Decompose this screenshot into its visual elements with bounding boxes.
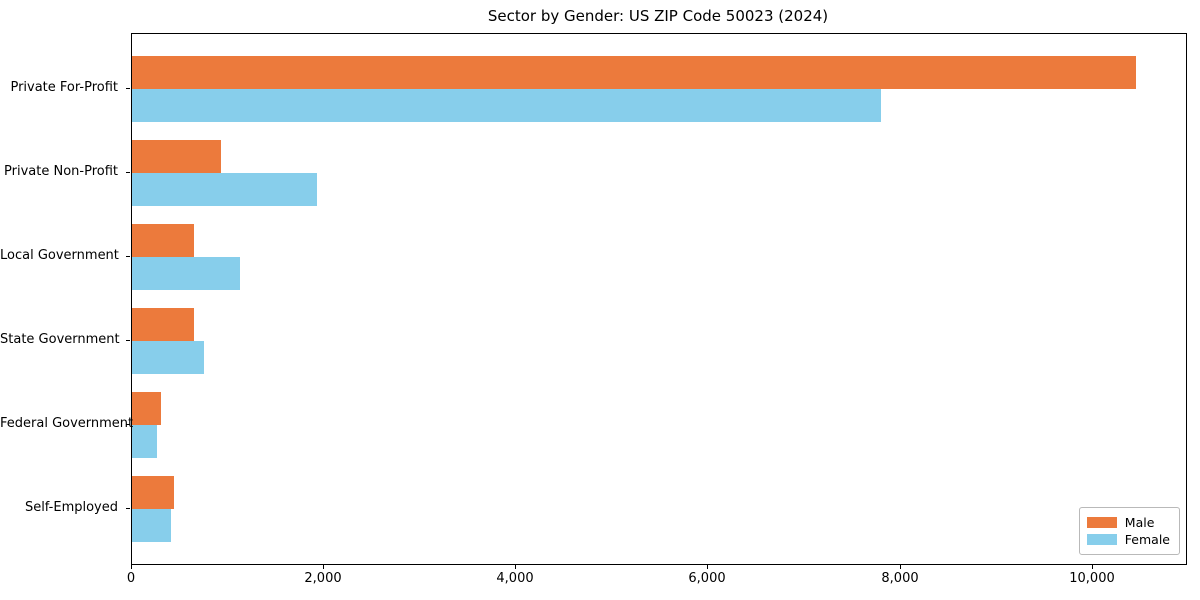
x-axis-tick-label: 4,000 bbox=[496, 571, 534, 586]
bar-male-5 bbox=[132, 476, 174, 509]
legend-swatch-male bbox=[1086, 517, 1117, 528]
bar-male-2 bbox=[132, 224, 194, 257]
legend-item-male: Male bbox=[1086, 514, 1170, 531]
chart-title: Sector by Gender: US ZIP Code 50023 (202… bbox=[487, 7, 829, 25]
y-axis-tick bbox=[126, 172, 130, 173]
x-axis-tick bbox=[1092, 565, 1093, 569]
y-axis-label: Local Government bbox=[0, 248, 119, 263]
y-axis-label: State Government bbox=[0, 332, 120, 347]
bar-male-0 bbox=[132, 56, 1136, 89]
x-axis-tick bbox=[131, 565, 132, 569]
legend: Male Female bbox=[1078, 507, 1180, 555]
bar-male-4 bbox=[132, 392, 161, 425]
y-axis-tick bbox=[126, 424, 130, 425]
x-axis-tick bbox=[515, 565, 516, 569]
legend-swatch-female bbox=[1086, 534, 1117, 545]
x-axis-tick-label: 2,000 bbox=[304, 571, 342, 586]
bar-female-2 bbox=[132, 257, 240, 290]
bar-male-1 bbox=[132, 140, 221, 173]
bar-female-3 bbox=[132, 341, 204, 374]
bar-female-4 bbox=[132, 425, 157, 458]
x-axis-tick-label: 10,000 bbox=[1069, 571, 1115, 586]
y-axis-label: Private For-Profit bbox=[10, 80, 118, 95]
y-axis-tick bbox=[126, 256, 130, 257]
y-axis-label: Self-Employed bbox=[24, 500, 118, 515]
y-axis-label: Private Non-Profit bbox=[4, 164, 118, 179]
x-axis-tick-label: 0 bbox=[126, 571, 136, 586]
plot-area: Male Female bbox=[131, 33, 1187, 565]
bar-female-0 bbox=[132, 89, 881, 122]
x-axis-tick-label: 8,000 bbox=[881, 571, 919, 586]
bar-male-3 bbox=[132, 308, 194, 341]
legend-item-female: Female bbox=[1086, 531, 1170, 548]
legend-label: Female bbox=[1124, 532, 1170, 547]
y-axis-tick bbox=[126, 88, 130, 89]
bar-female-5 bbox=[132, 509, 171, 542]
x-axis-tick-label: 6,000 bbox=[688, 571, 726, 586]
legend-label: Male bbox=[1124, 515, 1155, 530]
x-axis-tick bbox=[900, 565, 901, 569]
x-axis-tick bbox=[707, 565, 708, 569]
bar-female-1 bbox=[132, 173, 317, 206]
y-axis-tick bbox=[126, 340, 130, 341]
y-axis-tick bbox=[126, 508, 130, 509]
x-axis-tick bbox=[323, 565, 324, 569]
y-axis-label: Federal Government bbox=[0, 416, 134, 431]
